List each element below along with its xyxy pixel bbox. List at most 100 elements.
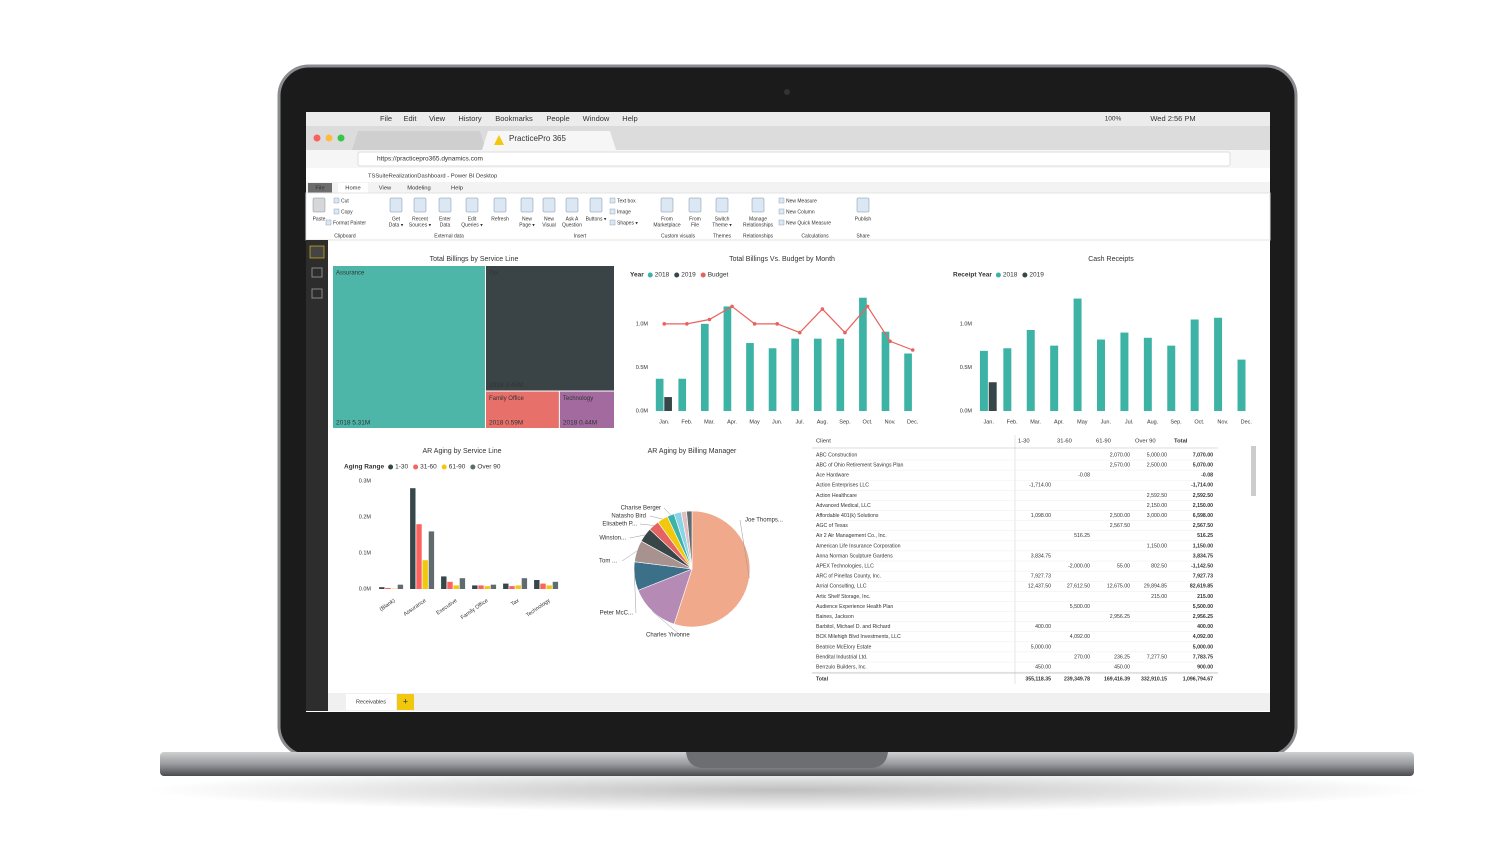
bar[interactable] bbox=[678, 378, 687, 411]
ribbon-button[interactable]: Manage bbox=[749, 216, 767, 222]
menu-item[interactable]: History bbox=[458, 114, 482, 123]
ribbon-icon[interactable] bbox=[751, 197, 765, 213]
treemap-tile[interactable] bbox=[485, 391, 559, 428]
ribbon-tab[interactable]: Modeling bbox=[407, 186, 431, 192]
ribbon-button[interactable]: Publish bbox=[855, 216, 872, 222]
ribbon-button[interactable]: Get bbox=[392, 216, 401, 222]
bar[interactable] bbox=[503, 583, 509, 589]
bar[interactable] bbox=[422, 560, 428, 589]
bar[interactable] bbox=[515, 585, 521, 589]
ribbon-small-button[interactable]: Shapes ▾ bbox=[617, 220, 638, 226]
bar[interactable] bbox=[655, 378, 664, 411]
ribbon-icon[interactable] bbox=[312, 197, 326, 213]
bar[interactable] bbox=[453, 585, 459, 589]
window-zoom[interactable] bbox=[337, 134, 345, 142]
treemap-tile[interactable] bbox=[485, 266, 614, 391]
ribbon-button[interactable]: Queries ▾ bbox=[461, 222, 483, 228]
bar[interactable] bbox=[979, 350, 988, 411]
line-point[interactable] bbox=[865, 304, 870, 309]
bar[interactable] bbox=[791, 338, 799, 411]
ribbon-icon[interactable] bbox=[465, 197, 479, 213]
bar[interactable] bbox=[1026, 329, 1035, 411]
address-bar[interactable] bbox=[357, 151, 1231, 167]
line-point[interactable] bbox=[820, 307, 825, 311]
ribbon-button[interactable]: Data bbox=[440, 222, 451, 228]
line-point[interactable] bbox=[910, 348, 915, 352]
window-minimize[interactable] bbox=[325, 134, 333, 142]
ribbon-small-button[interactable]: New Measure bbox=[786, 198, 817, 204]
menu-item[interactable]: Window bbox=[583, 114, 610, 123]
bar[interactable] bbox=[428, 531, 435, 589]
bar[interactable] bbox=[768, 348, 777, 411]
treemap-tile[interactable] bbox=[333, 266, 485, 428]
bar[interactable] bbox=[988, 382, 997, 411]
ribbon-icon[interactable] bbox=[493, 197, 507, 213]
menu-item[interactable]: People bbox=[546, 114, 569, 123]
bar[interactable] bbox=[490, 584, 497, 589]
bar[interactable] bbox=[552, 581, 559, 589]
ribbon-small-button[interactable]: Cut bbox=[341, 198, 349, 204]
bar[interactable] bbox=[540, 583, 546, 589]
ribbon-button[interactable]: Recent bbox=[412, 216, 428, 222]
ribbon-button[interactable]: Sources ▾ bbox=[409, 222, 432, 228]
ribbon-button[interactable]: Marketplace bbox=[653, 222, 680, 228]
bar[interactable] bbox=[534, 580, 540, 589]
bar[interactable] bbox=[1167, 345, 1176, 411]
page-tab-bg[interactable] bbox=[346, 694, 396, 710]
ribbon-icon[interactable] bbox=[413, 197, 427, 213]
ribbon-small-button[interactable]: Format Painter bbox=[333, 220, 366, 226]
active-tab[interactable] bbox=[482, 131, 616, 150]
ribbon-icon[interactable] bbox=[389, 197, 403, 213]
ribbon-icon[interactable] bbox=[688, 197, 702, 213]
bar[interactable] bbox=[1214, 317, 1223, 411]
ribbon-small-button[interactable]: Image bbox=[617, 209, 631, 215]
ribbon-button[interactable]: Page ▾ bbox=[519, 222, 535, 228]
bar[interactable] bbox=[484, 586, 490, 589]
line-point[interactable] bbox=[707, 317, 712, 322]
bar[interactable] bbox=[416, 524, 422, 589]
bar[interactable] bbox=[459, 578, 466, 589]
table-scrollbar[interactable] bbox=[1251, 446, 1256, 496]
bar[interactable] bbox=[904, 353, 912, 411]
line-point[interactable] bbox=[685, 322, 689, 326]
inactive-tab[interactable] bbox=[352, 131, 486, 150]
bar[interactable] bbox=[410, 488, 416, 589]
bar[interactable] bbox=[1237, 359, 1246, 411]
bar[interactable] bbox=[1190, 319, 1199, 412]
bar[interactable] bbox=[447, 581, 453, 589]
add-page[interactable] bbox=[397, 694, 414, 710]
ribbon-button[interactable]: Buttons ▾ bbox=[586, 216, 607, 222]
ribbon-icon[interactable] bbox=[660, 197, 674, 213]
ribbon-button[interactable]: Switch bbox=[715, 216, 730, 222]
ribbon-icon[interactable] bbox=[715, 197, 729, 213]
ribbon-icon[interactable] bbox=[542, 197, 556, 213]
bar[interactable] bbox=[385, 587, 391, 589]
bar[interactable] bbox=[1143, 337, 1152, 411]
bar[interactable] bbox=[1050, 345, 1059, 411]
ribbon-icon[interactable] bbox=[589, 197, 603, 213]
ribbon-button[interactable]: Refresh bbox=[491, 216, 509, 222]
bar[interactable] bbox=[521, 578, 528, 589]
ribbon-button[interactable]: New bbox=[544, 216, 554, 222]
bar[interactable] bbox=[1097, 339, 1105, 411]
ribbon-tab[interactable]: File bbox=[315, 186, 324, 192]
bar[interactable] bbox=[379, 587, 385, 589]
report-view-icon[interactable] bbox=[309, 245, 325, 259]
bar[interactable] bbox=[1073, 298, 1082, 411]
ribbon-button[interactable]: File bbox=[691, 222, 699, 228]
ribbon-icon[interactable] bbox=[565, 197, 579, 213]
ribbon-button[interactable]: Theme ▾ bbox=[712, 222, 732, 228]
ribbon-icon[interactable] bbox=[520, 197, 534, 213]
menu-item[interactable]: Help bbox=[622, 114, 637, 123]
ribbon-tab[interactable]: View bbox=[379, 186, 392, 192]
file-tab-bg[interactable] bbox=[308, 183, 332, 193]
line-point[interactable] bbox=[662, 322, 667, 326]
ribbon-small-button[interactable]: Copy bbox=[341, 209, 353, 215]
line-point[interactable] bbox=[797, 330, 802, 335]
window-close[interactable] bbox=[313, 134, 321, 142]
bar[interactable] bbox=[723, 306, 732, 411]
ribbon-button[interactable]: From bbox=[661, 216, 673, 222]
ribbon-button[interactable]: Question bbox=[562, 222, 582, 228]
bar[interactable] bbox=[397, 584, 404, 589]
bar[interactable] bbox=[813, 338, 822, 411]
